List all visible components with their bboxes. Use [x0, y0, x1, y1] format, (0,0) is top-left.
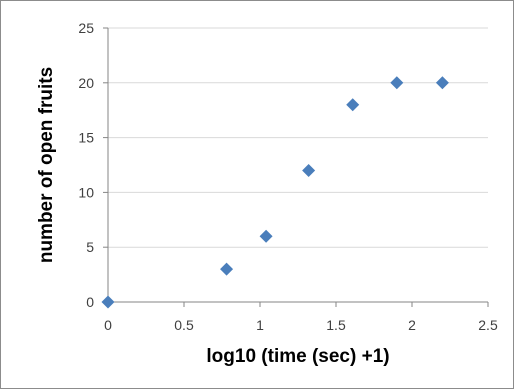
data-point-2 [260, 230, 273, 243]
x-tick-label-1.5: 1.5 [326, 317, 346, 333]
data-point-4 [346, 98, 359, 111]
y-axis-title: number of open fruits [36, 67, 57, 263]
y-tick-label-5: 5 [86, 239, 94, 255]
y-tick-labels: 0 5 10 15 20 25 [78, 20, 94, 310]
data-point-1 [220, 263, 233, 276]
x-tick-label-0.5: 0.5 [174, 317, 194, 333]
x-tick-label-2.5: 2.5 [478, 317, 498, 333]
data-point-3 [302, 164, 315, 177]
x-tick-label-1: 1 [256, 317, 264, 333]
axes [103, 28, 488, 307]
y-tick-label-0: 0 [86, 294, 94, 310]
data-point-0 [102, 296, 115, 309]
x-tick-label-0: 0 [104, 317, 112, 333]
y-tick-label-25: 25 [78, 20, 94, 36]
data-point-6 [436, 76, 449, 89]
data-point-5 [390, 76, 403, 89]
y-tick-label-20: 20 [78, 75, 94, 91]
y-tick-label-10: 10 [78, 184, 94, 200]
x-tick-labels: 0 0.5 1 1.5 2 2.5 [104, 317, 498, 333]
x-axis-title: log10 (time (sec) +1) [206, 346, 389, 367]
x-tick-label-2: 2 [408, 317, 416, 333]
y-tick-label-15: 15 [78, 130, 94, 146]
grid-lines [108, 28, 488, 247]
